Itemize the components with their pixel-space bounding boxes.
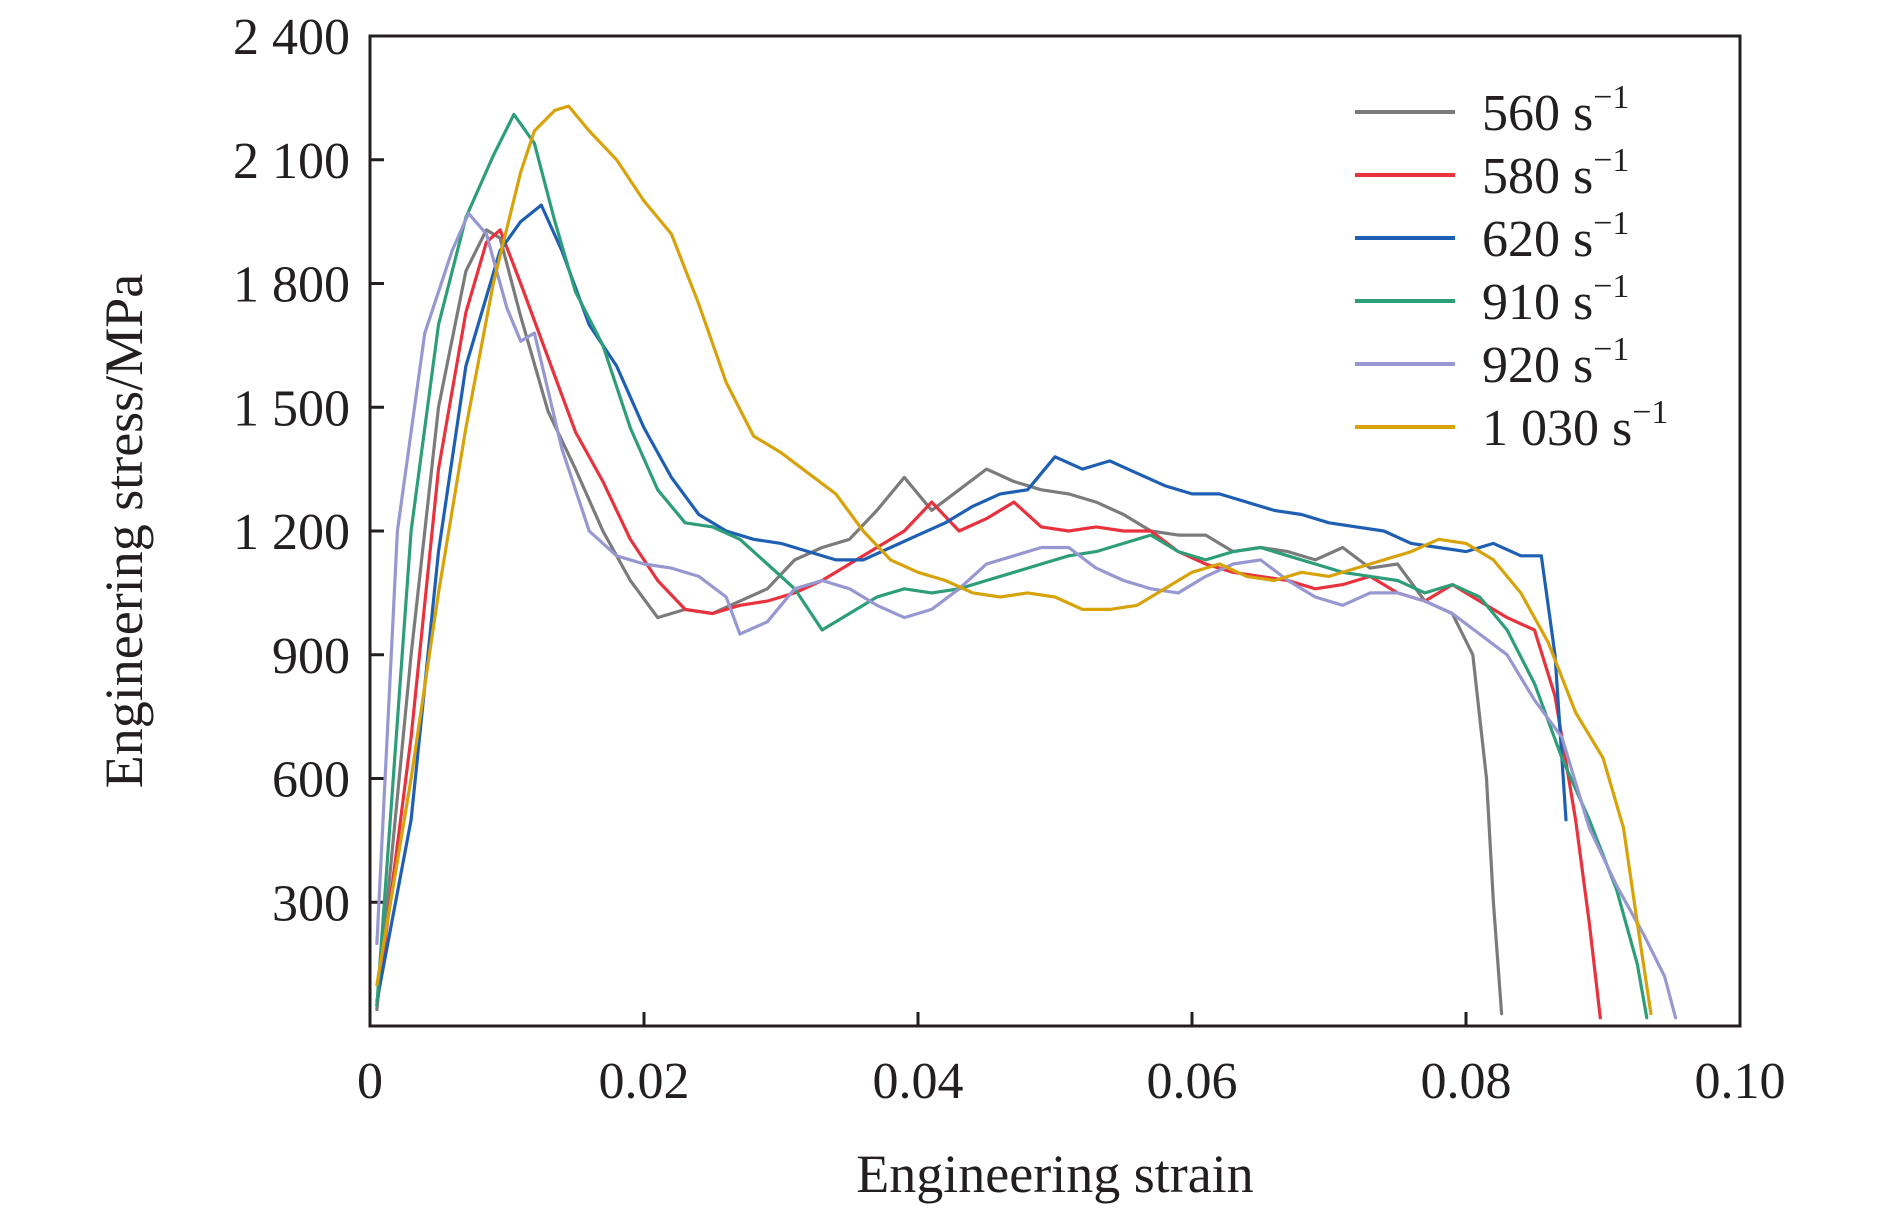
x-tick-label: 0.02 xyxy=(599,1053,690,1110)
legend-item: 620 s−1 xyxy=(1355,205,1629,268)
y-axis-title: Engineering stress/MPa xyxy=(94,274,154,788)
y-tick-label: 900 xyxy=(272,628,350,685)
y-tick-label: 1 200 xyxy=(233,504,350,561)
legend-label-exponent: −1 xyxy=(1593,142,1629,179)
legend-label: 580 s−1 xyxy=(1482,142,1629,205)
legend-label-text: 620 s xyxy=(1482,211,1593,268)
legend-label-text: 920 s xyxy=(1482,337,1593,394)
legend-item: 910 s−1 xyxy=(1355,268,1629,331)
x-tick-label: 0.08 xyxy=(1421,1053,1512,1110)
y-tick-label: 2 100 xyxy=(233,133,350,190)
x-tick-label: 0 xyxy=(357,1053,383,1110)
y-tick-label: 1 800 xyxy=(233,257,350,314)
y-tick-label: 2 400 xyxy=(233,9,350,66)
legend-label: 620 s−1 xyxy=(1482,205,1629,268)
series-line-3 xyxy=(375,112,1649,1020)
y-tick-label: 300 xyxy=(272,875,350,932)
series-line-1 xyxy=(375,228,1602,1020)
legend-label-exponent: −1 xyxy=(1593,205,1629,242)
series-line-2 xyxy=(375,203,1568,1003)
legend-label: 1 030 s−1 xyxy=(1482,394,1668,457)
x-tick-label: 0.10 xyxy=(1695,1053,1786,1110)
series-line-4 xyxy=(375,211,1678,1020)
legend-item: 560 s−1 xyxy=(1355,79,1629,142)
legend-label-text: 910 s xyxy=(1482,274,1593,331)
legend-label-exponent: −1 xyxy=(1632,394,1668,431)
legend-label-text: 580 s xyxy=(1482,148,1593,205)
legend-label-text: 560 s xyxy=(1482,85,1593,142)
legend-label-text: 1 030 s xyxy=(1482,400,1632,457)
axes: 0 0.02 0.04 0.06 0.08 0.10 300 600 900 1 200 1 500… xyxy=(233,9,1786,1110)
series-lines xyxy=(375,104,1678,1020)
x-tick-label: 0.06 xyxy=(1147,1053,1238,1110)
x-axis-title: Engineering strain xyxy=(856,1144,1253,1204)
legend-label: 560 s−1 xyxy=(1482,79,1629,142)
legend-item: 580 s−1 xyxy=(1355,142,1629,205)
legend-label: 910 s−1 xyxy=(1482,268,1629,331)
y-tick-label: 1 500 xyxy=(233,380,350,437)
legend-item: 920 s−1 xyxy=(1355,331,1629,394)
legend-label-exponent: −1 xyxy=(1593,268,1629,305)
legend-item: 1 030 s−1 xyxy=(1355,394,1668,457)
plot-frame xyxy=(368,34,1742,1028)
legend-label-exponent: −1 xyxy=(1593,79,1629,116)
y-tick-label: 600 xyxy=(272,752,350,809)
legend-label-exponent: −1 xyxy=(1593,331,1629,368)
x-tick-label: 0.04 xyxy=(873,1053,964,1110)
series-line-5 xyxy=(375,104,1653,1016)
legend-label: 920 s−1 xyxy=(1482,331,1629,394)
